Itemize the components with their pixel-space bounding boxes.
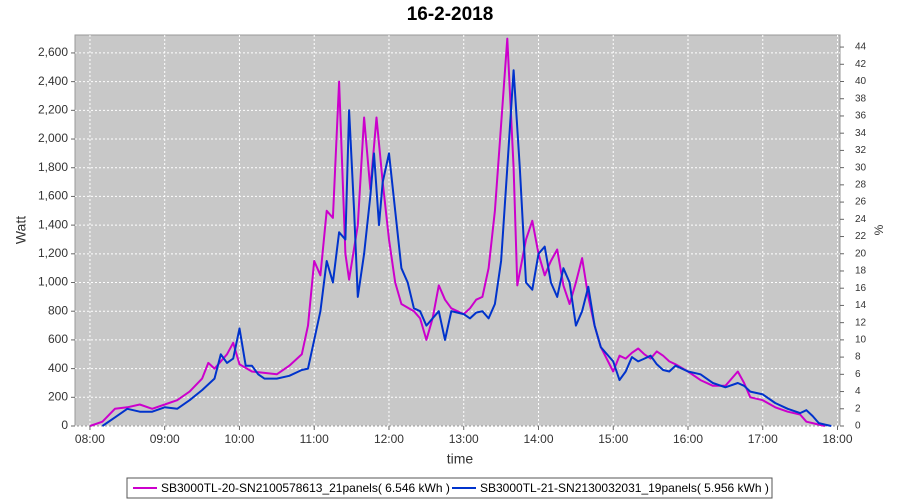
y2-tick-label: 44 [855, 42, 867, 53]
x-tick-label: 18:00 [822, 432, 852, 446]
y2-tick-label: 20 [855, 248, 867, 259]
y-tick-label: 2,000 [38, 131, 68, 145]
y2-tick-label: 12 [855, 317, 867, 328]
y-tick-label: 2,600 [38, 45, 68, 59]
y2-tick-label: 36 [855, 111, 867, 122]
x-tick-label: 14:00 [523, 432, 553, 446]
y2-tick-label: 22 [855, 231, 867, 242]
y2-tick-label: 30 [855, 162, 867, 173]
y-tick-label: 600 [48, 332, 68, 346]
x-axis-label: time [447, 451, 474, 467]
chart-title: 16-2-2018 [407, 4, 494, 25]
y2-tick-label: 18 [855, 266, 867, 277]
x-tick-label: 08:00 [75, 432, 105, 446]
y-tick-label: 1,400 [38, 217, 68, 231]
legend-label: SB3000TL-21-SN2130032031_19panels( 5.956… [480, 481, 769, 495]
y-tick-label: 0 [61, 418, 68, 432]
y-tick-label: 1,600 [38, 189, 68, 203]
y2-tick-label: 10 [855, 335, 867, 346]
y2-tick-label: 2 [855, 403, 861, 414]
legend [126, 477, 773, 499]
y2-tick-label: 32 [855, 145, 867, 156]
x-tick-label: 16:00 [673, 432, 703, 446]
y-tick-label: 200 [48, 389, 68, 403]
y-tick-label: 2,400 [38, 74, 68, 88]
series-line [89, 37, 826, 427]
y2-tick-label: 24 [855, 214, 867, 225]
y-tick-label: 400 [48, 361, 68, 375]
x-tick-label: 11:00 [300, 432, 329, 446]
y-axis-label: Watt [13, 216, 29, 244]
y-tick-label: 1,200 [38, 246, 68, 260]
y2-tick-label: 4 [855, 386, 861, 397]
x-tick-label: 17:00 [748, 432, 778, 446]
y2-tick-label: 8 [855, 352, 861, 363]
y-tick-label: 1,800 [38, 160, 68, 174]
legend-label: SB3000TL-20-SN2100578613_21panels( 6.546… [161, 481, 450, 495]
y2-tick-label: 14 [855, 300, 867, 311]
series-line [101, 69, 832, 427]
y2-tick-label: 6 [855, 369, 861, 380]
y2-tick-label: 42 [855, 59, 867, 70]
y-tick-label: 2,200 [38, 103, 68, 117]
x-tick-label: 09:00 [150, 432, 180, 446]
x-tick-label: 10:00 [224, 432, 254, 446]
plot-area [74, 34, 841, 427]
x-tick-label: 15:00 [598, 432, 628, 446]
y2-tick-label: 28 [855, 179, 867, 190]
y2-axis-label: % [872, 224, 886, 235]
y-tick-label: 800 [48, 303, 68, 317]
y2-tick-label: 40 [855, 76, 867, 87]
y2-tick-label: 38 [855, 93, 867, 104]
x-tick-label: 12:00 [374, 432, 404, 446]
y2-tick-label: 0 [855, 421, 861, 432]
y2-tick-label: 16 [855, 283, 867, 294]
y-tick-label: 1,000 [38, 275, 68, 289]
x-tick-label: 13:00 [449, 432, 479, 446]
y2-tick-label: 34 [855, 128, 867, 139]
y2-tick-label: 26 [855, 197, 867, 208]
